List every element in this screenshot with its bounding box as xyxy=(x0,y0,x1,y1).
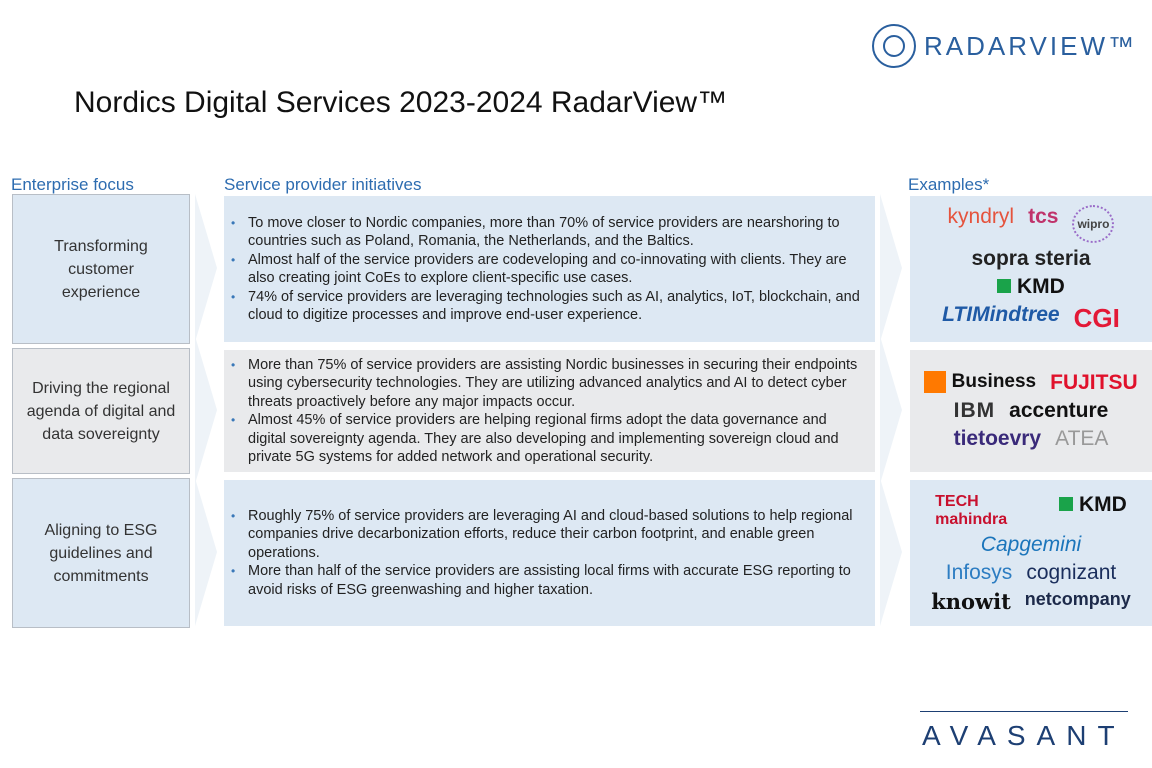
chevron-icon xyxy=(880,478,902,626)
chevron-icon xyxy=(880,194,902,342)
logo-infosys: Infosys xyxy=(945,560,1013,584)
chevron-icon xyxy=(195,194,217,342)
initiatives-box: More than 75% of service providers are a… xyxy=(224,350,875,472)
examples-box: Business FUJITSU IBM accenture tietoevry… xyxy=(910,350,1152,472)
bullet: To move closer to Nordic companies, more… xyxy=(231,214,865,251)
page-title: Nordics Digital Services 2023-2024 Radar… xyxy=(74,86,728,119)
logo-accenture: accenture xyxy=(1009,399,1109,422)
logo-cgi: CGI xyxy=(1073,302,1120,333)
logo-tech-mahindra: TECH mahindra xyxy=(935,492,1008,528)
focus-label: Aligning to ESG guidelines and commitmen… xyxy=(44,521,158,585)
logo-orange-business: Business xyxy=(924,371,1036,395)
chevron-icon xyxy=(195,336,217,484)
bullet: Almost 45% of service providers are help… xyxy=(231,411,865,467)
focus-label: Transforming customer experience xyxy=(54,237,148,301)
logo-capgemini: Capgemini xyxy=(980,532,1082,556)
bullet: Almost half of the service providers are… xyxy=(231,251,865,288)
logo-tcs: tcs xyxy=(1028,204,1059,228)
logo-tietoevry: tietoevry xyxy=(953,427,1042,450)
logo-kyndryl: kyndryl xyxy=(947,204,1015,228)
bullet: More than half of the service providers … xyxy=(231,562,865,599)
logo-cognizant: cognizant xyxy=(1026,560,1117,584)
focus-box: Aligning to ESG guidelines and commitmen… xyxy=(12,478,190,628)
logo-kmd: KMD xyxy=(1059,493,1127,529)
header-examples: Examples* xyxy=(908,175,990,194)
bullet: More than 75% of service providers are a… xyxy=(231,356,865,412)
brand-name: RADARVIEW™ xyxy=(924,30,1137,61)
footer-divider xyxy=(920,711,1128,712)
examples-box: kyndryl tcs wipro sopra steria KMD LTIMi… xyxy=(910,196,1152,342)
chevron-icon xyxy=(195,478,217,626)
logo-ibm: IBM xyxy=(953,399,996,422)
examples-box: TECH mahindra KMD Capgemini Infosys cogn… xyxy=(910,480,1152,626)
logo-ltimindtree: LTIMindtree xyxy=(942,302,1060,326)
focus-label: Driving the regional agenda of digital a… xyxy=(26,379,176,443)
logo-knowit: knowit xyxy=(931,588,1011,614)
logo-kmd: KMD xyxy=(910,275,1152,299)
initiatives-box: To move closer to Nordic companies, more… xyxy=(224,196,875,342)
logo-sopra-steria: sopra steria xyxy=(971,246,1091,270)
initiatives-box: Roughly 75% of service providers are lev… xyxy=(224,480,875,626)
focus-box: Transforming customer experience xyxy=(12,194,190,344)
header-enterprise-focus: Enterprise focus xyxy=(11,175,134,194)
logo-atea: ATEA xyxy=(1055,427,1109,450)
radar-icon xyxy=(872,24,916,68)
logo-wipro: wipro xyxy=(1072,204,1115,243)
chevron-icon xyxy=(880,336,902,484)
bullet: Roughly 75% of service providers are lev… xyxy=(231,507,865,563)
logo-netcompany: netcompany xyxy=(1024,588,1131,609)
bullet: 74% of service providers are leveraging … xyxy=(231,288,865,325)
logo-fujitsu: FUJITSU xyxy=(1050,371,1138,394)
avasant-logo: AVASANT xyxy=(922,720,1126,751)
header-initiatives: Service provider initiatives xyxy=(224,175,422,194)
focus-box: Driving the regional agenda of digital a… xyxy=(12,348,190,474)
radarview-logo: RADARVIEW™ xyxy=(872,24,1137,68)
